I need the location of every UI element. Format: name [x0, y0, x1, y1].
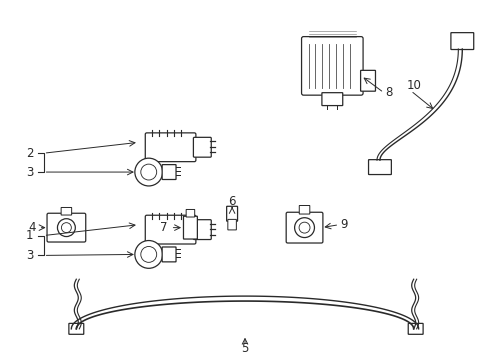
Circle shape [141, 164, 157, 180]
FancyBboxPatch shape [69, 323, 84, 334]
Text: 10: 10 [406, 79, 421, 92]
Text: 3: 3 [26, 249, 33, 262]
FancyBboxPatch shape [228, 219, 236, 230]
Text: 6: 6 [228, 195, 236, 208]
Text: 5: 5 [241, 342, 249, 355]
FancyBboxPatch shape [408, 323, 423, 334]
FancyBboxPatch shape [368, 159, 392, 175]
Circle shape [135, 158, 163, 186]
FancyBboxPatch shape [47, 213, 86, 242]
Circle shape [294, 218, 315, 238]
Circle shape [135, 240, 163, 268]
FancyBboxPatch shape [301, 37, 363, 95]
Text: 3: 3 [26, 166, 33, 179]
Text: 2: 2 [26, 147, 33, 160]
Text: 8: 8 [385, 86, 392, 99]
Text: 4: 4 [28, 221, 35, 234]
FancyBboxPatch shape [61, 207, 72, 215]
Circle shape [57, 219, 75, 237]
Text: 7: 7 [160, 221, 168, 234]
Circle shape [61, 223, 72, 233]
FancyBboxPatch shape [145, 133, 196, 162]
FancyBboxPatch shape [162, 165, 176, 180]
FancyBboxPatch shape [194, 220, 211, 239]
Text: 9: 9 [341, 218, 348, 231]
Circle shape [141, 247, 157, 262]
FancyBboxPatch shape [361, 70, 375, 91]
FancyBboxPatch shape [162, 247, 176, 262]
FancyBboxPatch shape [286, 212, 323, 243]
FancyBboxPatch shape [227, 206, 238, 221]
Circle shape [299, 222, 310, 233]
FancyBboxPatch shape [322, 93, 343, 105]
Text: 1: 1 [26, 229, 33, 242]
FancyBboxPatch shape [186, 210, 195, 217]
FancyBboxPatch shape [145, 215, 196, 244]
FancyBboxPatch shape [451, 33, 474, 50]
FancyBboxPatch shape [194, 137, 211, 157]
FancyBboxPatch shape [299, 206, 310, 214]
FancyBboxPatch shape [183, 216, 197, 239]
